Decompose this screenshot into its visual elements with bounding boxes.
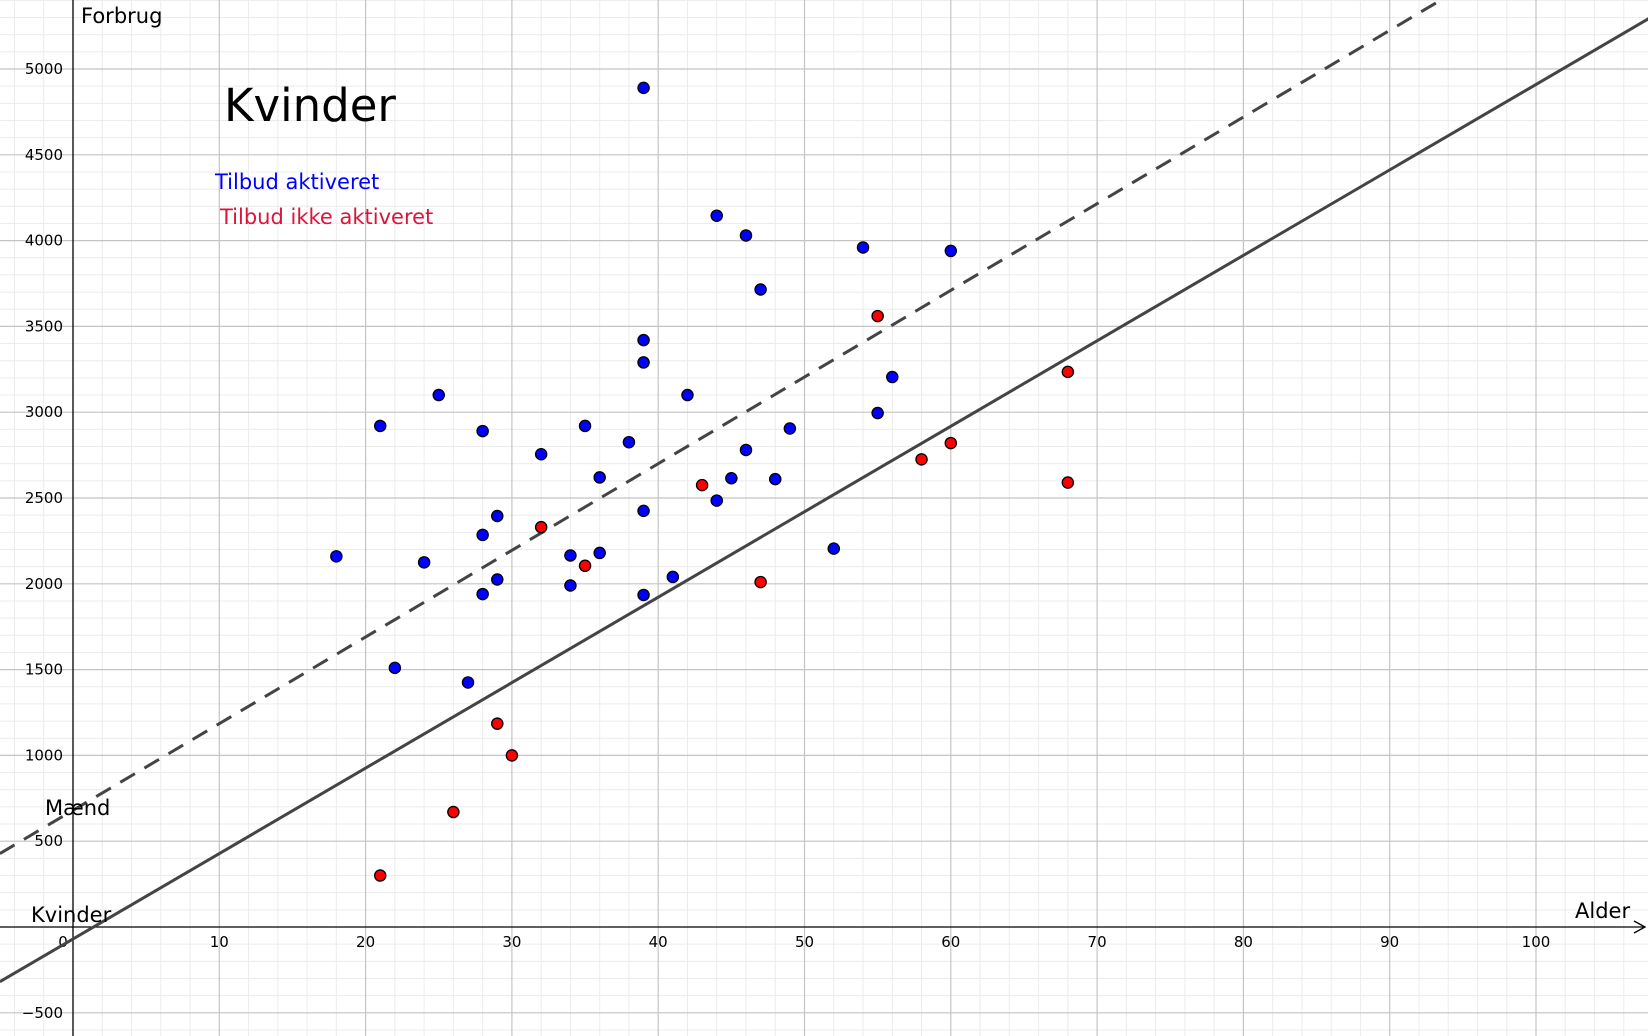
data-point-tilbud-aktiveret [388,661,402,675]
line-label-maend: Mænd [45,796,110,820]
data-point-tilbud-aktiveret [622,435,636,449]
data-point-tilbud-aktiveret [476,424,489,438]
data-point-tilbud-aktiveret [578,419,592,433]
data-point-tilbud-ikke-aktiveret [754,575,767,589]
line-label-kvinder: Kvinder [31,903,112,927]
data-point-tilbud-aktiveret [637,588,650,602]
data-point-tilbud-ikke-aktiveret [447,805,460,819]
x-tick-label: 20 [356,933,375,951]
legend-entry-tilbud-ikke-aktiveret: Tilbud ikke aktiveret [219,205,433,229]
x-axis-arrow [1633,920,1647,934]
data-points [330,81,1075,882]
data-point-tilbud-aktiveret [768,472,782,486]
y-axis-label: Forbrug [81,4,162,28]
data-point-tilbud-aktiveret [871,406,884,420]
regression-lines [0,0,1648,984]
y-tick-label: 3000 [25,403,63,421]
data-point-tilbud-aktiveret [725,472,738,485]
data-point-tilbud-aktiveret [783,422,797,435]
data-point-tilbud-ikke-aktiveret [915,453,928,466]
x-tick-label: 90 [1380,933,1399,951]
x-tick-label: 100 [1522,933,1551,951]
data-point-tilbud-ikke-aktiveret [944,436,958,450]
x-tick-label: 80 [1234,933,1253,951]
data-point-tilbud-aktiveret [856,241,870,254]
data-point-tilbud-aktiveret [637,504,650,518]
data-point-tilbud-aktiveret [754,283,767,296]
data-point-tilbud-aktiveret [564,579,577,592]
data-point-tilbud-aktiveret [681,388,694,402]
data-point-tilbud-ikke-aktiveret [1061,365,1075,379]
data-point-tilbud-aktiveret [886,370,899,384]
x-tick-label: 60 [941,933,960,951]
data-point-tilbud-ikke-aktiveret [695,478,709,492]
data-point-tilbud-aktiveret [637,356,650,369]
data-point-tilbud-ikke-aktiveret [373,869,387,882]
data-point-tilbud-aktiveret [637,81,650,95]
data-point-tilbud-ikke-aktiveret [1061,476,1075,489]
y-tick-label: 5000 [25,60,63,78]
data-point-tilbud-aktiveret [417,556,431,569]
x-tick-label: 10 [210,933,229,951]
data-point-tilbud-aktiveret [827,542,841,555]
tick-labels: 0 10 20 30 40 50 60 70 80 90 100 −500 500 1000 1500 200… [22,60,1551,1022]
x-tick-label: 0 [58,933,68,951]
data-point-tilbud-aktiveret [564,549,577,562]
data-point-tilbud-aktiveret [476,528,489,542]
data-point-tilbud-aktiveret [593,471,606,484]
data-point-tilbud-aktiveret [461,676,475,689]
data-point-tilbud-aktiveret [534,447,548,461]
data-point-tilbud-aktiveret [491,509,504,523]
data-point-tilbud-aktiveret [491,573,504,586]
data-point-tilbud-ikke-aktiveret [491,717,504,730]
y-tick-label: −500 [22,1004,63,1022]
data-point-tilbud-aktiveret [476,587,489,601]
x-tick-label: 40 [649,933,668,951]
x-tick-label: 50 [795,933,814,951]
y-tick-label: 2000 [25,575,63,593]
data-point-tilbud-aktiveret [739,229,753,242]
data-point-tilbud-aktiveret [710,494,723,507]
data-point-tilbud-aktiveret [944,244,958,258]
data-point-tilbud-ikke-aktiveret [505,749,519,762]
x-tick-label: 70 [1088,933,1107,951]
data-point-tilbud-aktiveret [710,209,723,222]
x-tick-label: 30 [502,933,521,951]
data-point-tilbud-aktiveret [373,419,387,433]
y-tick-label: 500 [34,832,63,850]
y-tick-label: 4500 [25,146,63,164]
chart-title: Kvinder [224,79,396,132]
legend-entry-tilbud-aktiveret: Tilbud aktiveret [214,170,379,194]
y-tick-label: 4000 [25,232,63,250]
regression-line-kvinder [0,17,1648,984]
data-point-tilbud-aktiveret [739,443,753,457]
x-axis-label: Alder [1575,899,1630,923]
y-tick-label: 1500 [25,661,63,679]
y-tick-label: 2500 [25,489,63,507]
y-tick-label: 1000 [25,746,63,764]
data-point-tilbud-aktiveret [637,333,650,347]
data-point-tilbud-ikke-aktiveret [871,309,884,323]
data-point-tilbud-aktiveret [432,388,445,402]
data-point-tilbud-aktiveret [330,550,343,563]
data-point-tilbud-ikke-aktiveret [534,520,548,534]
data-point-tilbud-ikke-aktiveret [578,559,592,573]
regression-line-maend [0,0,1444,855]
data-point-tilbud-aktiveret [593,546,606,560]
data-point-tilbud-aktiveret [666,570,680,584]
y-tick-label: 3500 [25,317,63,335]
